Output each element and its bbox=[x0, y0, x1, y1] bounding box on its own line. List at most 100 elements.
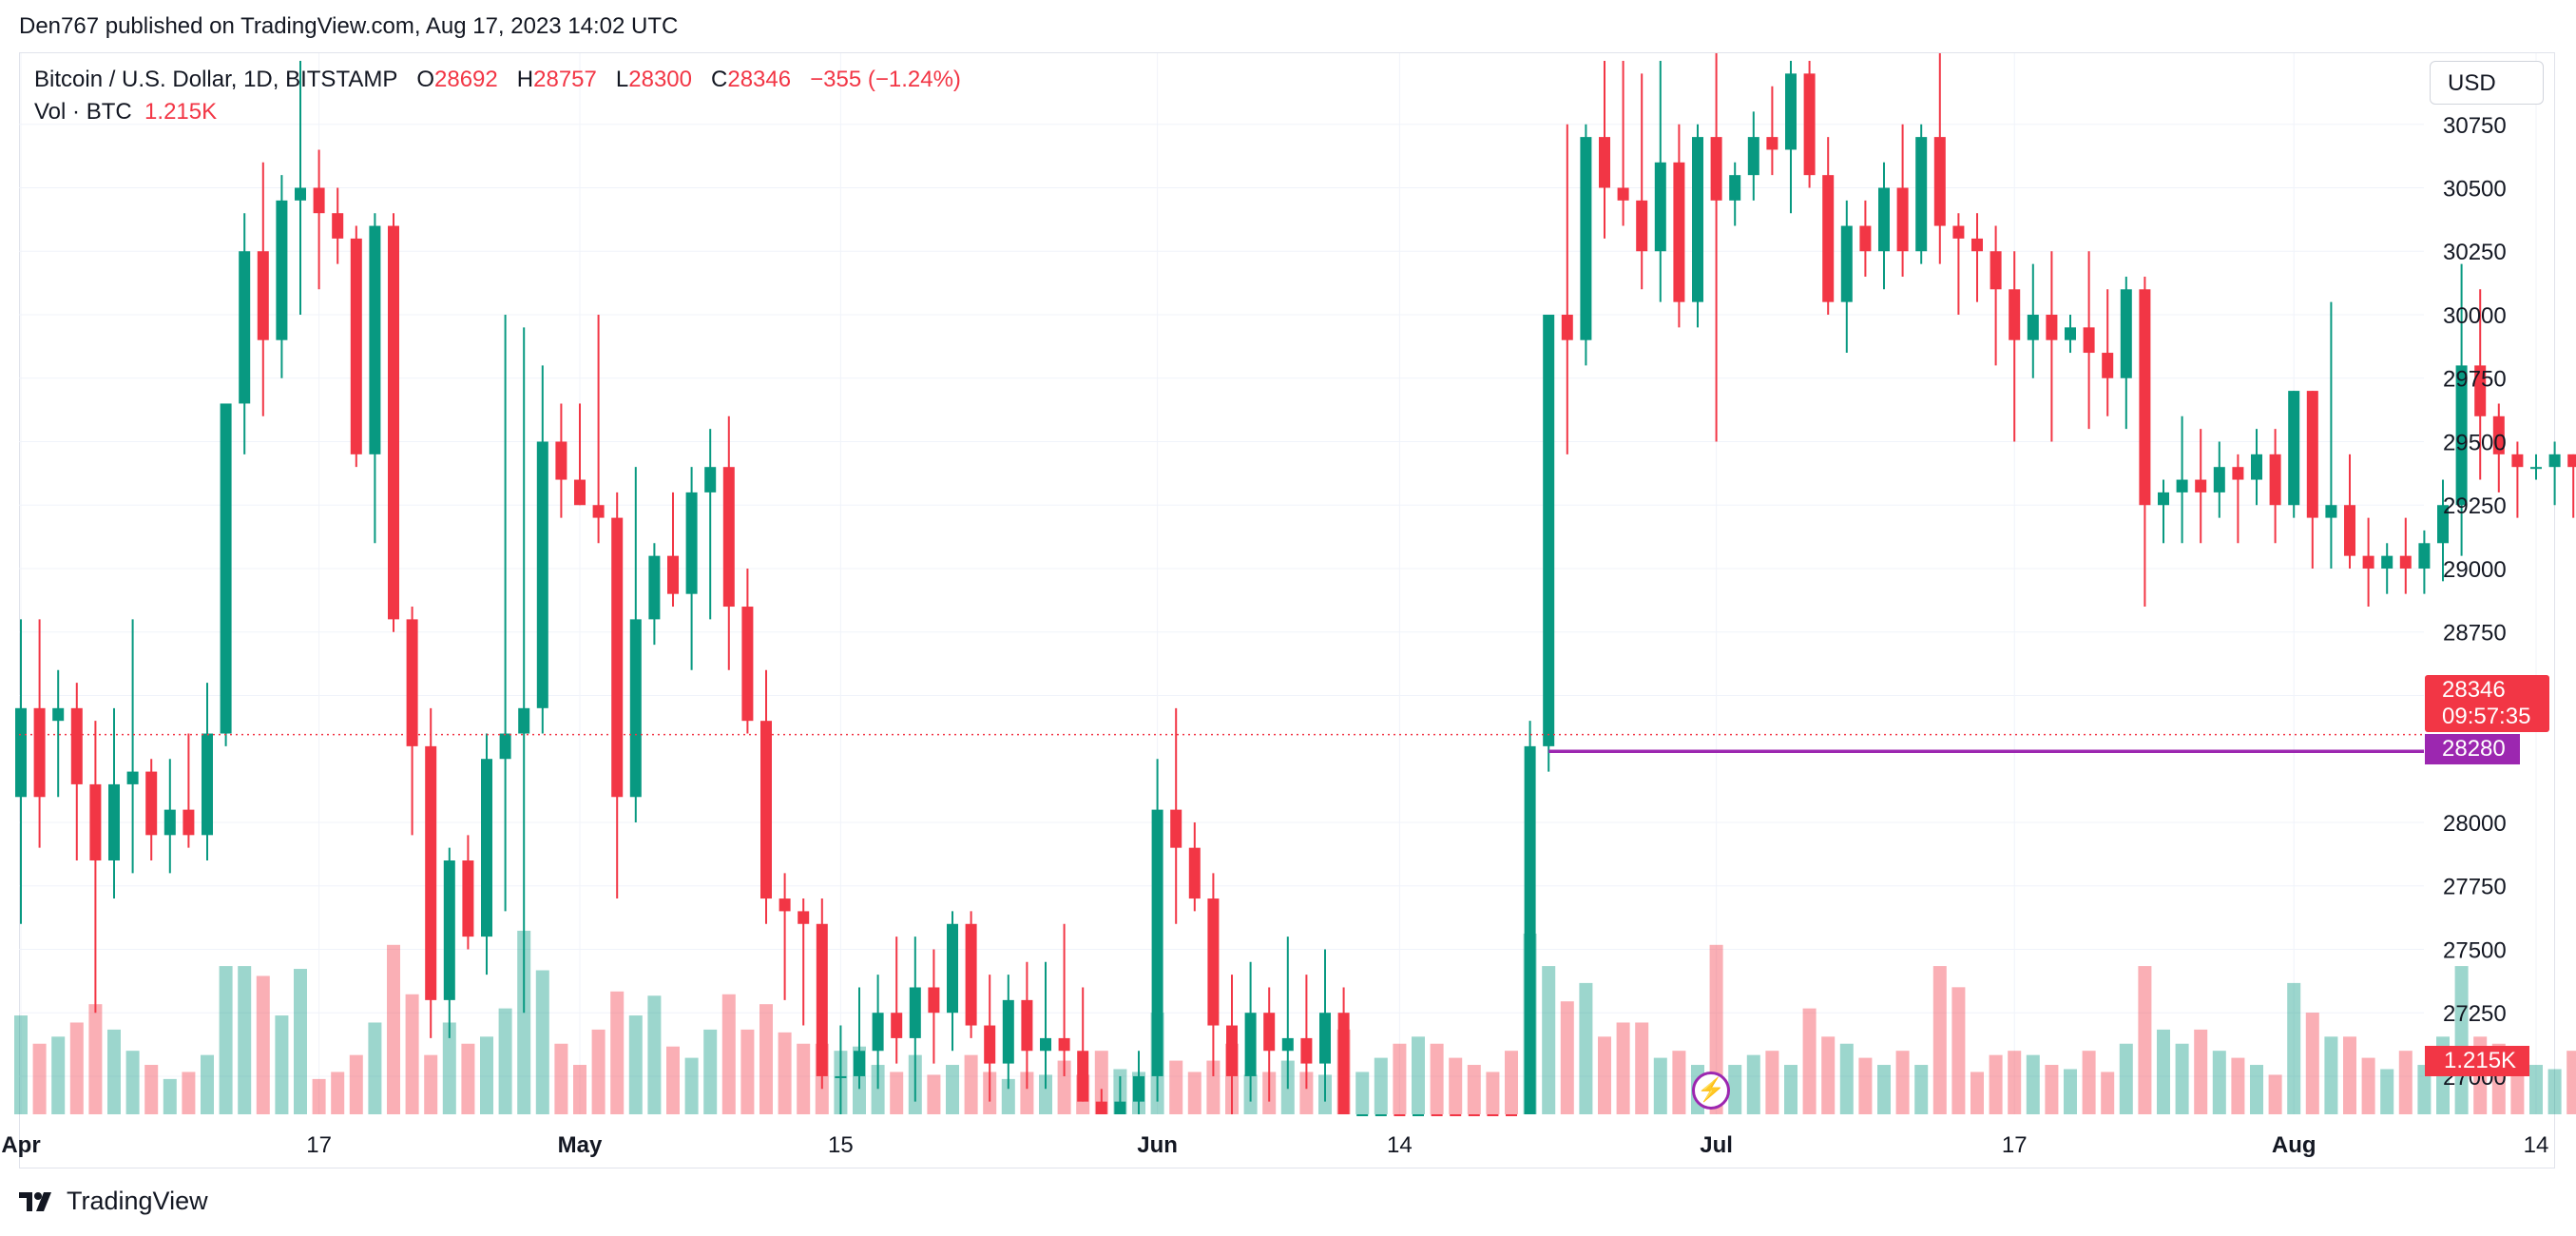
volume-bar bbox=[721, 994, 736, 1114]
horizontal-line bbox=[19, 733, 2424, 753]
candle-body bbox=[1281, 1037, 1294, 1052]
flash-icon[interactable]: ⚡ bbox=[1692, 1072, 1730, 1110]
candle-body bbox=[2474, 365, 2487, 416]
candle-body bbox=[1524, 745, 1536, 1114]
candle-body bbox=[2511, 454, 2524, 468]
candle-body bbox=[1450, 1114, 1462, 1116]
volume-bar bbox=[1001, 1078, 1015, 1114]
candle-body bbox=[1543, 314, 1555, 746]
candle-body bbox=[1058, 1037, 1070, 1052]
volume-bar bbox=[2194, 1029, 2208, 1114]
time-tick-label: 17 bbox=[306, 1132, 332, 1158]
candle-body bbox=[239, 251, 251, 404]
volume-bar bbox=[182, 1072, 196, 1114]
volume-bar bbox=[442, 1022, 456, 1114]
candle-body bbox=[406, 619, 418, 746]
open-value: 28692 bbox=[434, 67, 498, 92]
candle-body bbox=[276, 200, 288, 340]
candle-body bbox=[52, 707, 65, 722]
candle-body bbox=[2399, 555, 2412, 569]
volume-bar bbox=[1914, 1065, 1929, 1114]
currency-button[interactable]: USD bbox=[2430, 61, 2544, 105]
volume-legend: Vol · BTC 1.215K bbox=[34, 99, 217, 126]
volume-bar bbox=[1746, 1054, 1760, 1114]
price-tick-label: 29000 bbox=[2443, 557, 2507, 583]
candle-body bbox=[2176, 479, 2188, 492]
candle-body bbox=[1617, 187, 1629, 201]
candle-body bbox=[835, 1075, 847, 1078]
volume-bar bbox=[2529, 1065, 2543, 1114]
candle-body bbox=[183, 809, 195, 836]
footer-brand: TradingView bbox=[67, 1187, 208, 1215]
candle-body bbox=[1766, 137, 1778, 150]
volume-bar bbox=[1449, 1057, 1463, 1114]
volume-bar bbox=[740, 1029, 755, 1114]
candle-body bbox=[1878, 187, 1890, 252]
volume-bar bbox=[1020, 1072, 1034, 1114]
candle-body bbox=[2344, 505, 2355, 556]
candle-body bbox=[1133, 1075, 1144, 1102]
candle-body bbox=[722, 467, 735, 608]
volume-bar bbox=[163, 1078, 177, 1114]
volume-bar bbox=[88, 1004, 103, 1114]
candle-body bbox=[909, 987, 921, 1038]
volume-bar bbox=[2361, 1057, 2375, 1114]
candle-body bbox=[1263, 1013, 1276, 1052]
volume-bar bbox=[1542, 966, 1556, 1114]
candle-body bbox=[1785, 73, 1797, 150]
candle-body bbox=[518, 707, 530, 734]
candle-body bbox=[1654, 162, 1666, 252]
candle-body bbox=[667, 555, 679, 594]
last-price-value: 28346 bbox=[2442, 677, 2506, 703]
candle-body bbox=[33, 707, 46, 798]
volume-bar bbox=[1355, 1072, 1370, 1114]
volume-bar bbox=[778, 1032, 792, 1114]
time-tick-label: 14 bbox=[1387, 1132, 1413, 1158]
price-tick-label: 30000 bbox=[2443, 303, 2507, 329]
chart-frame[interactable] bbox=[19, 52, 2555, 1168]
candle-body bbox=[1077, 1051, 1089, 1102]
volume-bar bbox=[2138, 966, 2152, 1114]
candle-body bbox=[313, 187, 325, 214]
volume-bar bbox=[2417, 1065, 2432, 1114]
volume-bar bbox=[628, 1015, 643, 1114]
candle-body bbox=[1710, 137, 1722, 201]
volume-bar bbox=[2231, 1057, 2245, 1114]
candle-body bbox=[1636, 200, 1648, 252]
candle-body bbox=[2027, 314, 2039, 340]
candle-body bbox=[388, 225, 399, 620]
volume-bar bbox=[69, 1022, 84, 1114]
candle-body bbox=[1729, 175, 1741, 201]
price-tick-label: 29250 bbox=[2443, 493, 2507, 519]
volume-bar bbox=[517, 930, 531, 1114]
candle-body bbox=[1692, 137, 1703, 302]
volume-bar bbox=[1505, 1051, 1518, 1114]
volume-bar bbox=[666, 1046, 680, 1114]
candle-body bbox=[70, 707, 83, 784]
volume-bar bbox=[1187, 1072, 1201, 1114]
candle-body bbox=[369, 225, 381, 454]
candle-body bbox=[2009, 289, 2021, 340]
price-tick-label: 27500 bbox=[2443, 937, 2507, 963]
volume-bar bbox=[219, 966, 233, 1114]
volume-bar bbox=[349, 1054, 363, 1114]
volume-bar bbox=[32, 1043, 47, 1114]
volume-bar bbox=[238, 966, 252, 1114]
volume-bar bbox=[2082, 1051, 2096, 1114]
volume-bar bbox=[2343, 1036, 2356, 1114]
footer: TradingView bbox=[19, 1187, 208, 1216]
tradingview-logo-icon bbox=[19, 1191, 51, 1211]
volume-bar bbox=[144, 1065, 159, 1114]
candle-body bbox=[163, 809, 176, 836]
candle-body bbox=[2306, 391, 2318, 518]
candle-body bbox=[499, 733, 511, 760]
volume-bar bbox=[368, 1022, 382, 1114]
candle-body bbox=[2530, 467, 2542, 470]
open-label: O bbox=[416, 67, 435, 92]
candle-body bbox=[1971, 238, 1983, 252]
volume-bar bbox=[1858, 1057, 1873, 1114]
time-tick-label: May bbox=[558, 1132, 603, 1158]
volume-bar bbox=[125, 1051, 140, 1114]
volume-bar bbox=[1653, 1057, 1667, 1114]
